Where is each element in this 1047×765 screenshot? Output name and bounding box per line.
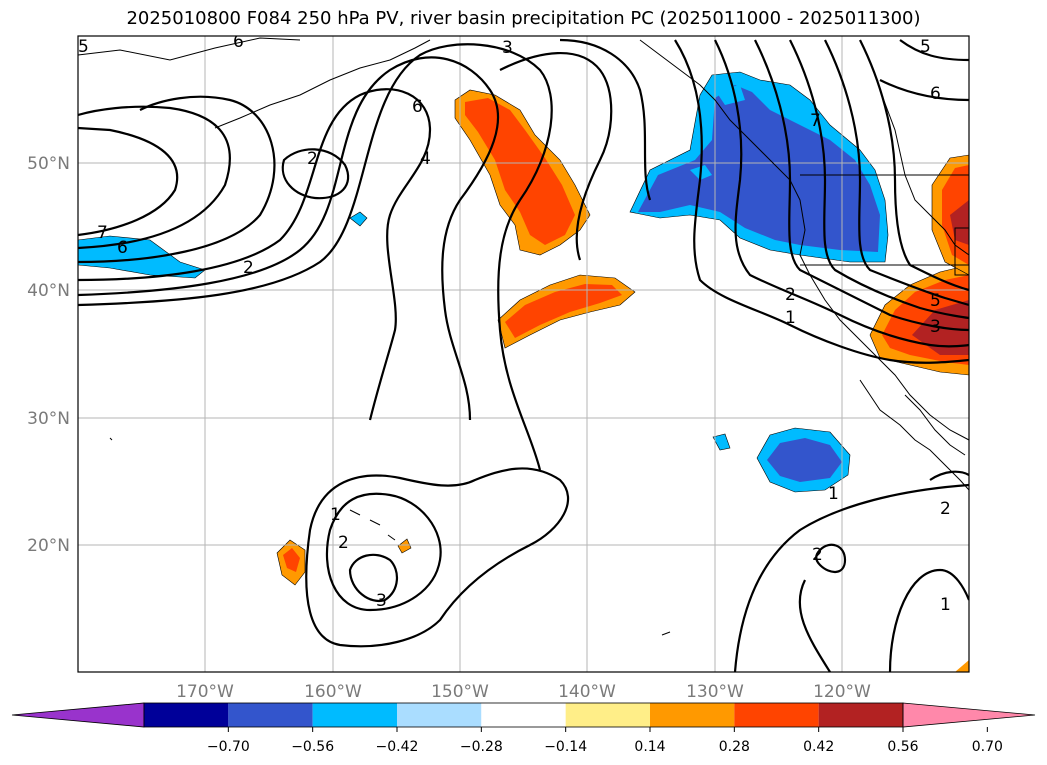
neg-anomaly-west: [78, 235, 206, 279]
colorbar-tick-label: −0.28: [460, 739, 503, 755]
lon-label: 170°W: [176, 682, 234, 702]
colorbar-segment: [228, 703, 313, 727]
contour-label: 2: [785, 285, 796, 305]
pos-anomaly-hawaii-core: [283, 548, 300, 572]
colorbar-tick-label: −0.42: [376, 739, 419, 755]
lat-label: 30°N: [27, 409, 70, 429]
lat-label: 20°N: [27, 536, 70, 556]
colorbar-segment: [565, 703, 650, 727]
lon-label: 150°W: [431, 682, 489, 702]
colorbar-extend-min: [11, 702, 145, 728]
colorbar-tick-label: 0.56: [887, 739, 918, 755]
lon-label: 120°W: [813, 682, 871, 702]
neg-anomaly-subtropic-core: [767, 438, 842, 482]
graticule: [78, 36, 969, 672]
neg-anomaly-small: [349, 211, 368, 227]
contour-label: 6: [412, 97, 423, 117]
colorbar-tick-label: 0.28: [719, 739, 750, 755]
colorbar-tick-label: −0.70: [207, 739, 250, 755]
colorbar-extend-max: [902, 702, 1036, 728]
colorbar-segment: [818, 703, 903, 727]
lon-label: 140°W: [558, 682, 616, 702]
colorbar-segment: [144, 703, 229, 727]
colorbar-segment: [397, 703, 482, 727]
colorbar-tick-label: −0.14: [544, 739, 587, 755]
contour-label: 3: [502, 38, 513, 58]
contour-label: 2: [243, 258, 254, 278]
pos-anomaly-bottom: [955, 660, 969, 672]
contour-label: 5: [930, 291, 941, 311]
pv-contours: [78, 38, 969, 672]
contour-label: 6: [233, 32, 244, 52]
longitude-labels: 170°W 160°W 150°W 140°W 130°W 120°W: [176, 682, 871, 702]
map-title: 2025010800 F084 250 hPa PV, river basin …: [126, 8, 921, 29]
map-frame: [77, 35, 970, 673]
lon-label: 160°W: [304, 682, 362, 702]
neg-anomaly-pnw-core: [638, 85, 880, 252]
contour-label: 1: [330, 505, 341, 525]
lon-label: 130°W: [686, 682, 744, 702]
pos-anomaly-gulf-core: [465, 98, 575, 245]
colorbar-tick-label: 0.70: [972, 739, 1003, 755]
colorbar: −0.70 −0.56 −0.42 −0.28 −0.14 0.14 0.28 0.42 0.5…: [11, 702, 1036, 755]
precipitation-shading: [78, 71, 969, 672]
contour-label: 1: [940, 595, 951, 615]
contour-labels: 5 6 3 6 5 6 7 2 4 7 6 2 2 5 1 3 1 2 3 1 …: [78, 32, 951, 615]
contour-label: 1: [785, 308, 796, 328]
contour-label: 6: [117, 238, 128, 258]
contour-label: 4: [420, 149, 431, 169]
colorbar-tick-label: 0.14: [634, 739, 665, 755]
colorbar-tick-label: −0.56: [291, 739, 334, 755]
pos-anomaly-mid-core: [505, 284, 622, 338]
contour-label: 5: [920, 37, 931, 57]
colorbar-segment: [312, 703, 397, 727]
contour-label: 1: [828, 484, 839, 504]
contour-label: 2: [338, 533, 349, 553]
colorbar-segment: [481, 703, 566, 727]
neg-anomaly-pnw-light: [715, 85, 745, 105]
contour-label: 2: [940, 499, 951, 519]
contour-label: 7: [97, 223, 108, 243]
latitude-labels: 50°N 40°N 30°N 20°N: [27, 154, 70, 556]
contour-label: 5: [78, 37, 89, 57]
pos-anomaly-hawaii-small: [397, 538, 412, 554]
neg-anomaly-tiny: [712, 433, 731, 451]
colorbar-segment: [650, 703, 735, 727]
contour-label: 3: [376, 591, 387, 611]
contour-label: 2: [812, 545, 823, 565]
colorbar-outline: [143, 702, 904, 728]
lat-label: 50°N: [27, 154, 70, 174]
contour-label: 3: [930, 317, 941, 337]
contour-label: 6: [930, 84, 941, 104]
colorbar-segment: [734, 703, 819, 727]
colorbar-tick-label: 0.42: [803, 739, 834, 755]
contour-label: 2: [307, 149, 318, 169]
lat-label: 40°N: [27, 281, 70, 301]
coastlines: [78, 37, 969, 636]
contour-label: 7: [810, 111, 821, 131]
